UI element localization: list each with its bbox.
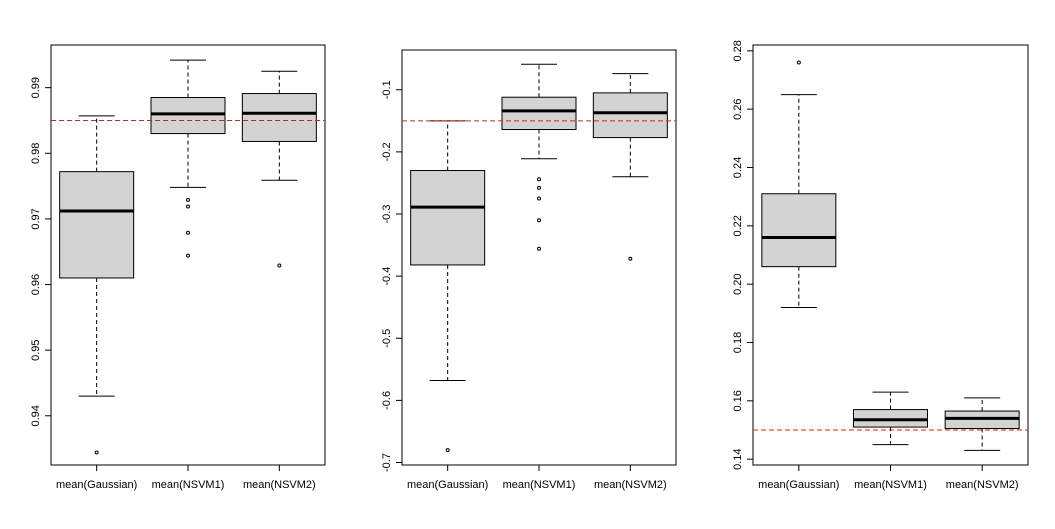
y-tick-label: -0.6 [381,391,393,410]
x-category-label: mean(NSVM1) [503,479,576,491]
outlier-point [537,177,541,182]
box-body [410,170,486,266]
x-category-label: mean(Gaussian) [407,479,488,491]
y-tick-label: 0.28 [732,40,744,61]
outlier-point [796,60,801,65]
y-tick-label: -0.2 [381,142,393,161]
outlier-point [537,218,541,223]
outlier-point [445,448,450,453]
x-category-label: mean(NSVM2) [594,479,667,491]
box-3 [944,397,1020,451]
box-1 [761,60,837,308]
y-tick-label: 0.96 [30,274,42,295]
y-tick-label: -0.1 [381,80,393,99]
y-tick-label: -0.7 [381,453,393,472]
x-category-label: mean(NSVM1) [152,479,225,491]
box-body [150,97,226,135]
box-2 [501,63,577,251]
box-2 [853,391,928,446]
box-3 [241,70,317,268]
boxplot-panel-3: 0.14 0.16 0.18 0.20 0.22 0.24 0.26 0.28 mean(Gau… [732,40,1029,491]
outlier-point [186,204,190,209]
outlier-point [537,196,541,201]
box-3 [592,73,668,261]
y-tick-label: 0.97 [30,208,42,229]
outlier-point [186,253,190,258]
x-category-label: mean(NSVM2) [946,479,1019,491]
outlier-point [186,197,190,202]
outlier-point [537,185,541,190]
y-tick-label: 0.22 [732,215,744,236]
box-1 [59,115,135,455]
y-tick-label: -0.5 [381,329,393,348]
outlier-point [277,263,282,268]
y-tick-label: 0.14 [732,448,744,469]
x-category-label: mean(NSVM2) [243,479,316,491]
y-tick-label: 0.98 [30,143,42,164]
x-category-label: mean(Gaussian) [758,479,839,491]
outlier-point [186,230,190,235]
boxplot-panel-1: 0.94 0.95 0.96 0.97 0.98 0.99 mean(Gaussian) me… [30,44,326,491]
y-tick-label: 0.99 [30,77,42,98]
outlier-point [628,256,633,261]
box-1 [410,120,486,453]
y-tick-label: 0.24 [732,157,744,178]
outlier-point [537,246,541,251]
y-tick-label: -0.3 [381,205,393,224]
outlier-point [94,450,99,455]
y-tick-label: 0.95 [30,339,42,360]
box-body [501,96,577,131]
box-2 [150,59,226,258]
x-category-label: mean(Gaussian) [56,479,137,491]
y-tick-label: -0.4 [381,267,393,286]
y-tick-label: 0.18 [732,332,744,353]
box-body [241,93,317,142]
box-body [59,171,135,279]
x-category-label: mean(NSVM1) [854,479,927,491]
y-tick-label: 0.26 [732,98,744,119]
y-tick-label: 0.20 [732,273,744,294]
y-tick-label: 0.94 [30,405,42,426]
box-body [592,92,668,139]
box-body [761,193,837,268]
y-tick-label: 0.16 [732,390,744,411]
boxplot-panel-2: -0.7 -0.6 -0.5 -0.4 -0.3 -0.2 -0.1 mean(Gaussia… [381,49,677,491]
